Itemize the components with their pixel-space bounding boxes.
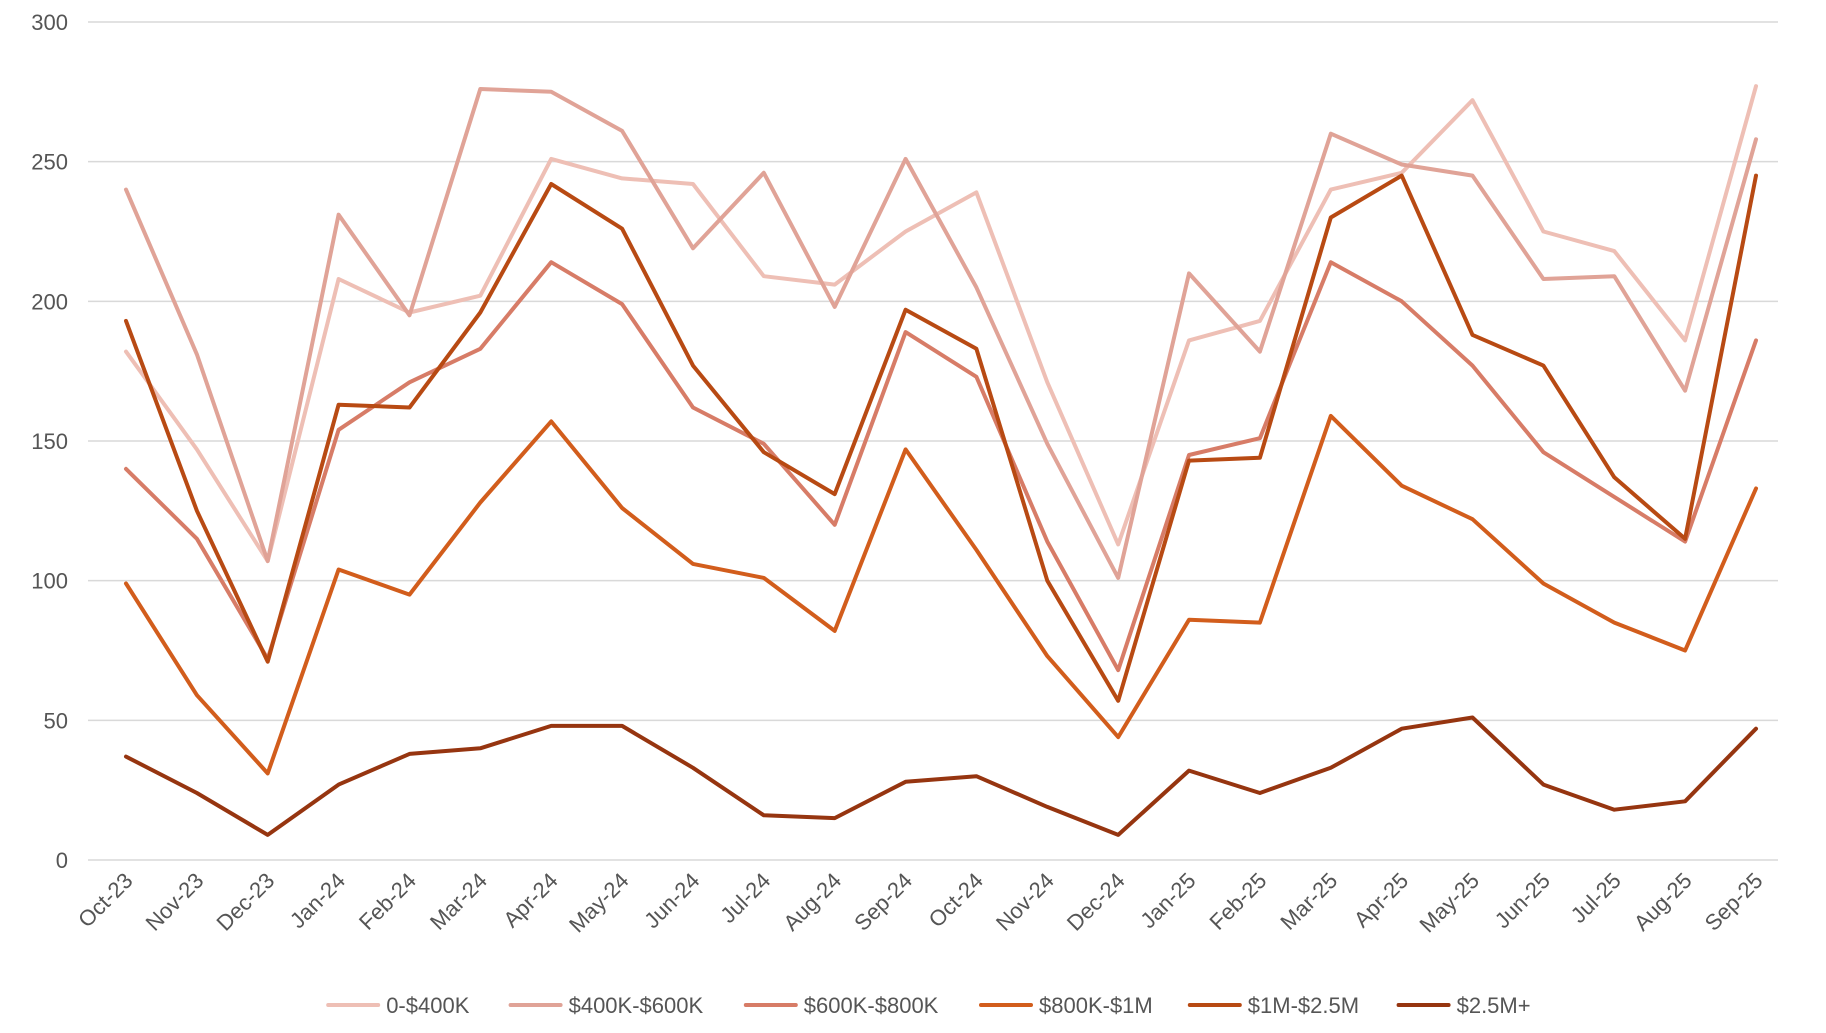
- x-tick-label: Mar-24: [425, 868, 492, 935]
- grid-lines: [88, 21, 1778, 861]
- x-tick-label: Dec-23: [211, 868, 279, 936]
- series-line-2: [124, 260, 1758, 673]
- y-tick-label: 200: [31, 289, 68, 314]
- x-tick-label: May-24: [564, 868, 634, 938]
- legend-label-3: $800K-$1M: [1039, 993, 1153, 1018]
- x-tick-label: Jul-24: [715, 868, 775, 928]
- x-tick-label: Sep-24: [849, 868, 917, 936]
- x-axis-ticks: Oct-23 Nov-23 Dec-23 Jan-24 Feb-24 Mar-24 Apr-…: [73, 868, 1767, 938]
- x-tick-label: Oct-23: [73, 868, 137, 932]
- x-tick-label: Aug-25: [1629, 868, 1697, 936]
- x-tick-label: May-25: [1415, 868, 1485, 938]
- y-tick-label: 0: [56, 848, 68, 873]
- x-tick-label: Jun-24: [639, 868, 704, 933]
- series-line-1: [124, 87, 1758, 580]
- x-tick-label: Apr-24: [498, 868, 562, 932]
- legend-label-4: $1M-$2.5M: [1248, 993, 1359, 1018]
- x-tick-label: Jan-24: [285, 868, 350, 933]
- series-line-4: [124, 173, 1758, 703]
- y-tick-label: 300: [31, 10, 68, 35]
- legend-label-1: $400K-$600K: [569, 993, 704, 1018]
- x-tick-label: Nov-23: [141, 868, 209, 936]
- x-tick-label: Feb-25: [1204, 868, 1271, 935]
- y-tick-label: 250: [31, 150, 68, 175]
- series-line-5: [124, 715, 1758, 837]
- y-tick-label: 150: [31, 429, 68, 454]
- x-tick-label: Nov-24: [991, 868, 1059, 936]
- series-line-3: [124, 413, 1758, 776]
- x-tick-label: Oct-24: [924, 868, 988, 932]
- legend-label-5: $2.5M+: [1457, 993, 1531, 1018]
- series-lines: [124, 84, 1758, 837]
- x-tick-label: Jan-25: [1135, 868, 1200, 933]
- legend: 0-$400K $400K-$600K $600K-$800K $800K-$1M $1…: [326, 993, 1531, 1018]
- x-tick-label: Apr-25: [1349, 868, 1413, 932]
- y-axis-ticks: 0 50 100 150 200 250 300: [31, 10, 68, 873]
- legend-label-2: $600K-$800K: [804, 993, 939, 1018]
- x-tick-label: Feb-24: [354, 868, 421, 935]
- x-tick-label: Dec-24: [1062, 868, 1130, 936]
- legend-label-0: 0-$400K: [386, 993, 470, 1018]
- y-tick-label: 50: [44, 708, 68, 733]
- x-tick-label: Mar-25: [1275, 868, 1342, 935]
- x-tick-label: Jul-25: [1566, 868, 1626, 928]
- x-tick-label: Jun-25: [1490, 868, 1555, 933]
- y-tick-label: 100: [31, 569, 68, 594]
- series-line-0: [124, 84, 1758, 564]
- x-tick-label: Aug-24: [778, 868, 846, 936]
- x-tick-label: Sep-25: [1700, 868, 1768, 936]
